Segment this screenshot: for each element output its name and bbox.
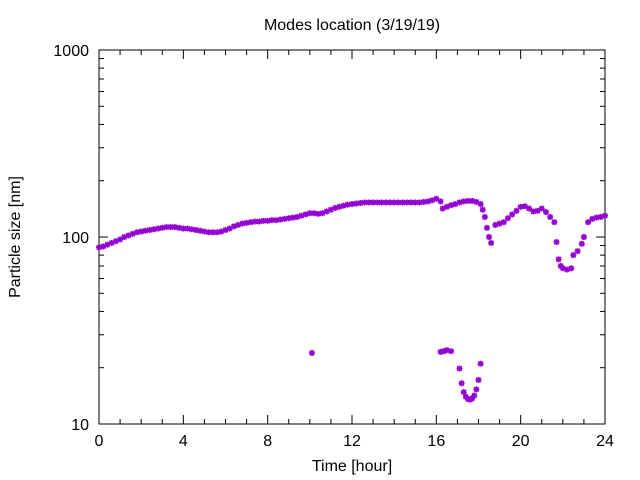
data-point	[553, 239, 560, 246]
data-point	[252, 218, 259, 225]
data-point	[547, 213, 554, 220]
data-point	[574, 248, 581, 255]
data-point	[361, 199, 368, 206]
y-tick-labels: 10 100 1000	[53, 43, 89, 434]
data-point	[578, 240, 585, 247]
data-points	[96, 195, 608, 403]
x-axis-label: Time [hour]	[312, 458, 392, 475]
data-point	[538, 205, 545, 212]
y-tick-label: 100	[62, 230, 89, 247]
data-point	[458, 380, 465, 387]
data-point	[602, 212, 608, 219]
data-point	[437, 198, 444, 205]
data-point	[555, 256, 562, 263]
data-point	[481, 213, 488, 220]
data-point	[513, 207, 520, 214]
data-point	[526, 205, 533, 212]
data-point	[488, 239, 495, 246]
data-point	[551, 219, 558, 226]
data-point	[517, 203, 524, 210]
data-point	[585, 219, 592, 226]
data-point	[433, 195, 440, 202]
data-point	[395, 199, 402, 206]
x-tick-labels: 0 4 8 12 16 20 24	[95, 433, 614, 450]
y-tick-label: 10	[71, 417, 89, 434]
data-point	[477, 360, 484, 367]
chart-title: Modes location (3/19/19)	[264, 17, 440, 34]
data-point	[580, 234, 587, 240]
data-point	[456, 365, 463, 372]
x-tick-label: 20	[512, 433, 530, 450]
x-tick-label: 16	[427, 433, 445, 450]
data-point	[486, 234, 493, 240]
data-point	[464, 197, 471, 204]
data-point	[469, 395, 476, 402]
x-tick-label: 0	[95, 433, 104, 450]
data-point	[399, 199, 406, 206]
data-point	[570, 252, 577, 259]
data-point	[479, 206, 486, 213]
data-point	[285, 215, 292, 222]
x-tick-label: 24	[596, 433, 614, 450]
data-point	[509, 211, 516, 218]
data-point	[357, 199, 364, 206]
data-point	[443, 347, 450, 354]
data-point	[542, 209, 549, 216]
x-tick-label: 8	[263, 433, 272, 450]
data-point	[308, 349, 315, 356]
data-point	[471, 392, 478, 399]
data-point	[349, 201, 355, 208]
data-point	[117, 236, 124, 243]
data-point	[336, 203, 343, 210]
x-tick-label: 4	[179, 433, 188, 450]
data-point	[448, 348, 455, 355]
y-tick-label: 1000	[53, 43, 89, 60]
data-point	[473, 386, 480, 393]
data-point	[205, 229, 212, 236]
data-point	[475, 376, 482, 383]
data-point	[167, 224, 174, 231]
data-point	[505, 215, 512, 222]
data-point	[568, 265, 575, 272]
data-point	[483, 224, 490, 231]
data-point	[460, 389, 467, 396]
y-axis-label: Particle size [nm]	[7, 176, 24, 298]
data-point	[534, 207, 541, 214]
data-point	[500, 219, 507, 226]
data-point	[443, 203, 450, 210]
plot-frame	[98, 49, 606, 425]
axis-ticks	[98, 49, 606, 425]
data-point	[477, 201, 484, 208]
x-tick-label: 12	[343, 433, 361, 450]
